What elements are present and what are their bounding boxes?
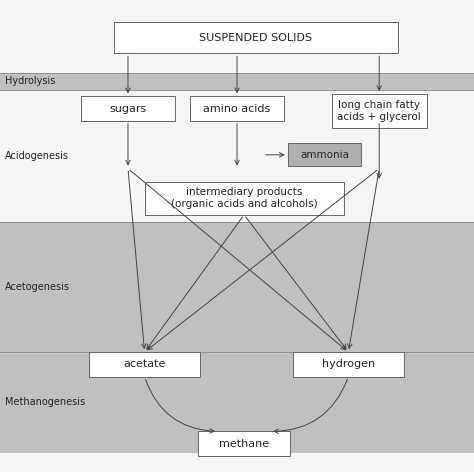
Text: methane: methane [219, 438, 269, 449]
Text: amino acids: amino acids [203, 103, 271, 114]
Text: sugars: sugars [109, 103, 146, 114]
Text: ammonia: ammonia [300, 150, 349, 160]
Bar [0, 90, 474, 222]
Bar [145, 182, 344, 215]
Text: long chain fatty
acids + glycerol: long chain fatty acids + glycerol [337, 100, 421, 122]
Bar [332, 94, 427, 128]
Text: SUSPENDED SOLIDS: SUSPENDED SOLIDS [200, 33, 312, 43]
Text: hydrogen: hydrogen [322, 359, 375, 370]
Bar [0, 222, 474, 352]
Text: Acetogenesis: Acetogenesis [5, 282, 70, 292]
Bar [81, 96, 175, 121]
Text: intermediary products
(organic acids and alcohols): intermediary products (organic acids and… [171, 187, 318, 209]
Bar [198, 431, 290, 456]
Text: Acidogenesis: Acidogenesis [5, 151, 69, 161]
Text: acetate: acetate [123, 359, 166, 370]
Bar [190, 96, 284, 121]
Text: Hydrolysis: Hydrolysis [5, 76, 55, 86]
Bar [0, 352, 474, 453]
Bar [89, 352, 200, 377]
Bar [114, 22, 398, 53]
Bar [0, 73, 474, 90]
Text: Methanogenesis: Methanogenesis [5, 397, 85, 407]
Bar [292, 352, 404, 377]
Bar [288, 143, 362, 166]
Bar [0, 0, 474, 73]
